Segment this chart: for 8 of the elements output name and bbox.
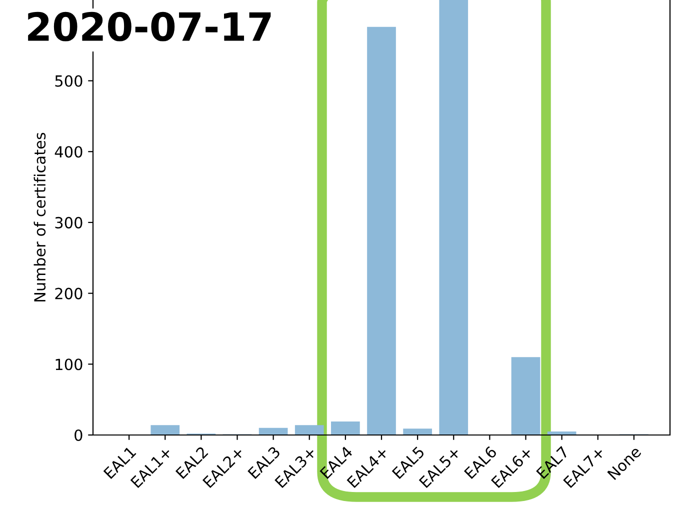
- y-tick-label: 400: [54, 146, 82, 158]
- y-tick-label: 500: [55, 75, 82, 87]
- chart-title: 2020-07-17: [28, 12, 271, 42]
- y-tick-label: 0: [74, 429, 82, 442]
- y-tick-label: 200: [55, 288, 82, 300]
- y-axis-title: Number of certificates: [34, 132, 46, 302]
- y-tick-label: 300: [55, 216, 82, 228]
- y-tick-label: 100: [56, 358, 82, 370]
